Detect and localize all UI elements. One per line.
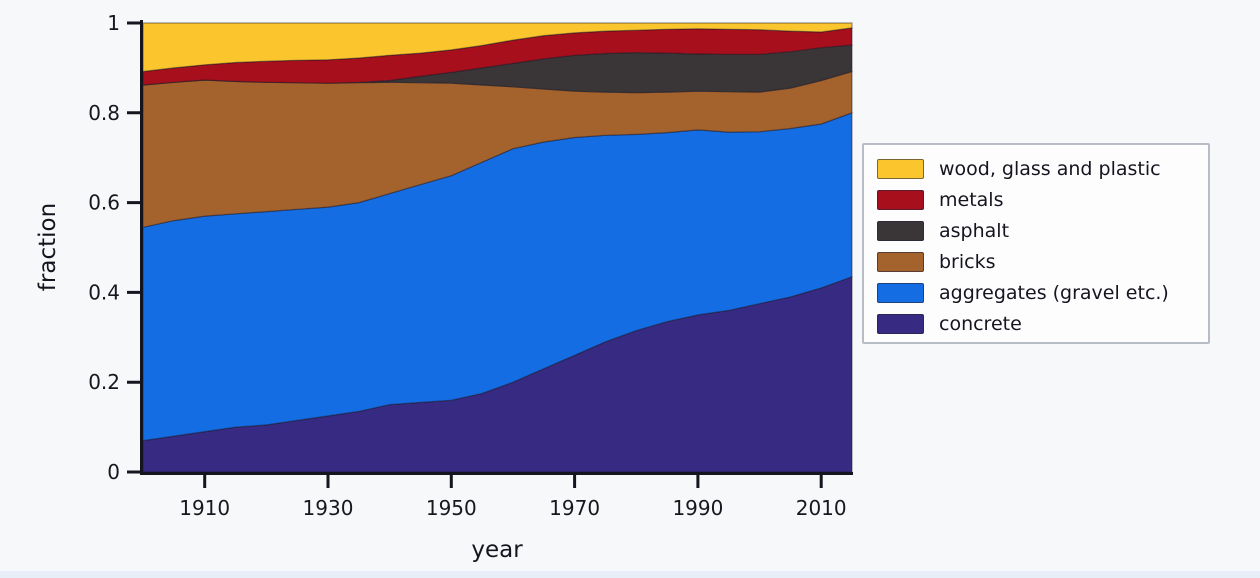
legend-label: bricks [939, 250, 996, 273]
legend: wood, glass and plastic metals asphalt b… [862, 143, 1210, 344]
legend-swatch-concrete [877, 313, 924, 334]
y-tick-label: 0.8 [88, 101, 120, 125]
legend-label: concrete [939, 312, 1022, 335]
tick-labels: 0 0.2 0.4 0.6 0.8 1 1910 1930 1950 1970 1990 2010 [88, 11, 846, 520]
x-tick-label: 1930 [303, 496, 354, 520]
area-wood-glass-and-plastic [142, 22, 853, 73]
legend-label: asphalt [939, 219, 1010, 242]
y-tick-label: 0.4 [88, 280, 120, 304]
legend-item: bricks [877, 246, 1208, 277]
x-tick-label: 1950 [426, 496, 477, 520]
y-tick-label: 0 [107, 460, 120, 484]
y-tick-label: 1 [107, 11, 120, 35]
x-tick-label: 2010 [796, 496, 847, 520]
legend-label: wood, glass and plastic [939, 157, 1161, 180]
axes [127, 20, 853, 488]
legend-item: asphalt [877, 215, 1208, 246]
legend-swatch-asphalt [877, 220, 924, 241]
legend-item: concrete [877, 308, 1208, 339]
y-axis-label: fraction [35, 202, 61, 292]
x-tick-label: 1970 [549, 496, 600, 520]
legend-label: metals [939, 188, 1004, 211]
legend-swatch-metals [877, 189, 924, 210]
legend-item: wood, glass and plastic [877, 153, 1208, 184]
legend-swatch-wood-glass-and-plastic [877, 158, 924, 179]
legend-item: aggregates (gravel etc.) [877, 277, 1208, 308]
legend-item: metals [877, 184, 1208, 215]
x-axis-label: year [471, 537, 523, 563]
bottom-strip [0, 571, 1260, 578]
legend-swatch-bricks [877, 251, 924, 272]
plot-areas [142, 22, 853, 473]
area-asphalt [142, 44, 853, 94]
y-tick-label: 0.2 [88, 370, 120, 394]
legend-swatch-aggregates [877, 282, 924, 303]
legend-label: aggregates (gravel etc.) [939, 281, 1169, 304]
y-tick-label: 0.6 [88, 191, 120, 215]
x-tick-label: 1910 [179, 496, 230, 520]
axis-spines-and-ticks [127, 20, 853, 488]
x-tick-label: 1990 [672, 496, 723, 520]
